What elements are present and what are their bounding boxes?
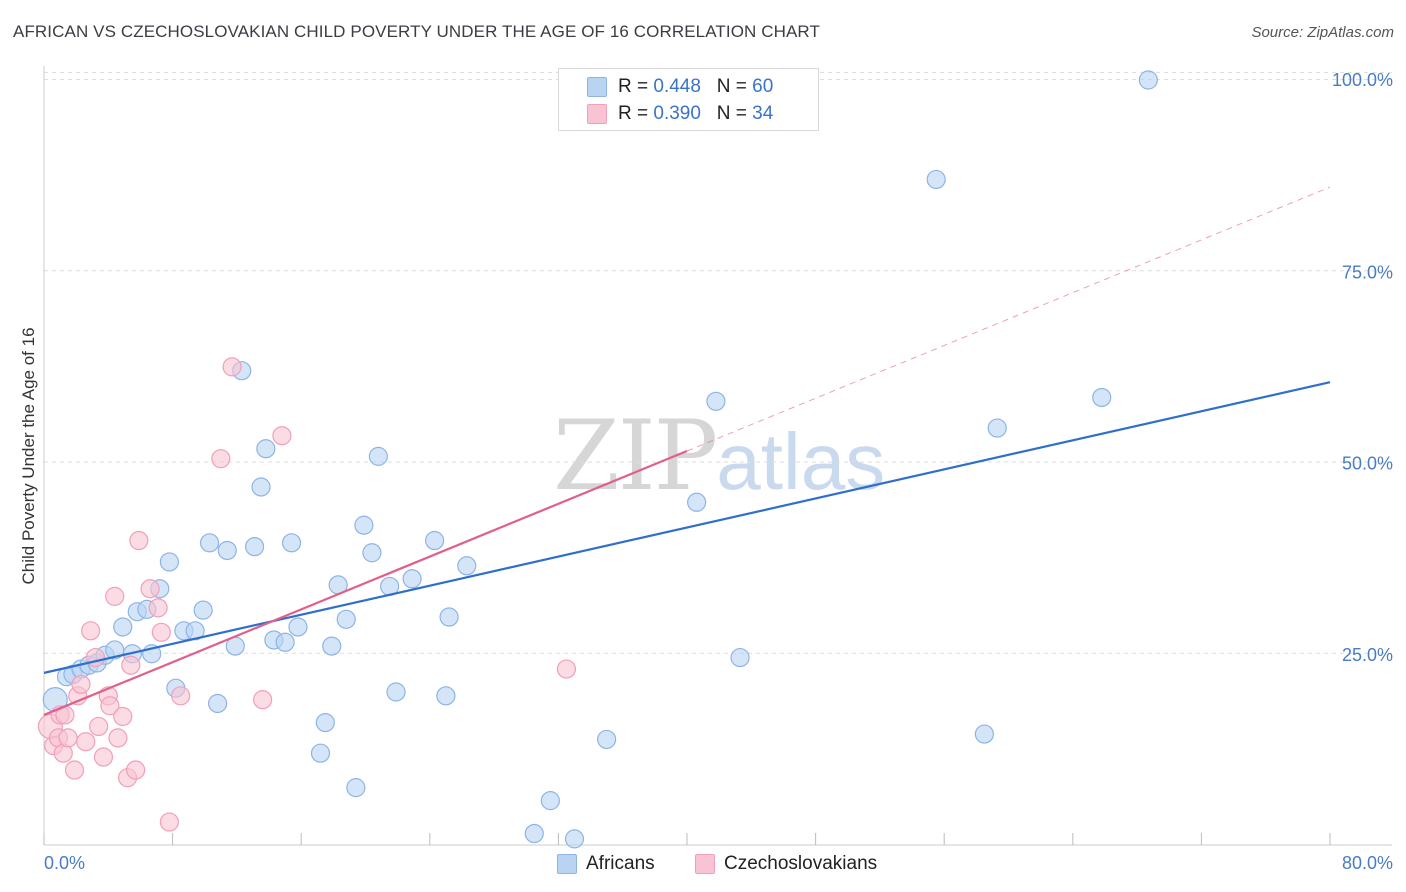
legend-r-value: 0.448 [653, 76, 701, 97]
africans-swatch [587, 77, 607, 97]
africans-point [208, 693, 228, 714]
czech-point [58, 728, 78, 748]
africans-point [524, 823, 544, 844]
africans-point [926, 169, 946, 190]
czech-point [129, 530, 149, 551]
czech-trend-line [43, 450, 688, 716]
czech-point [89, 716, 109, 737]
africans-point [386, 682, 406, 702]
y-tick-label: 75.0% [1342, 262, 1393, 282]
bottom-legend-africans-label: Africans [586, 853, 655, 874]
africans-point [336, 609, 356, 629]
czech-point [272, 426, 292, 446]
africans-point [1138, 70, 1158, 90]
africans-point [730, 647, 750, 668]
africans-point [687, 492, 707, 512]
legend-africans-text: R = 0.448 N = 60 [618, 76, 773, 98]
legend-n-value: 60 [752, 76, 774, 97]
legend-n-label: N = [716, 76, 753, 97]
africans-trend-line [43, 381, 1331, 674]
czech-point [151, 622, 171, 642]
africans-point [987, 418, 1007, 438]
legend-r-value: 0.390 [653, 103, 701, 124]
legend-n-value: 34 [752, 103, 774, 124]
y-tick-label: 50.0% [1342, 454, 1393, 474]
czech-point [100, 696, 120, 716]
legend-n-label: N = [716, 103, 753, 124]
africans-point [1092, 387, 1112, 408]
africans-point [256, 439, 276, 459]
czech-swatch [587, 104, 607, 124]
legend-r-label: R = [618, 76, 654, 97]
africans-point [402, 569, 422, 589]
czech-point [76, 732, 96, 752]
source-note: Source: ZipAtlas.com [1251, 24, 1394, 41]
czech-point [71, 674, 91, 694]
czech-point [211, 449, 231, 469]
czech-point [148, 598, 168, 618]
czech-point [64, 760, 85, 780]
africans-point [425, 530, 445, 551]
czech-point [113, 706, 133, 727]
africans-point [974, 724, 994, 744]
czech-point [85, 647, 106, 668]
y-axis-title: Child Poverty Under the Age of 16 [19, 327, 38, 584]
x-tick-label-max: 80.0% [1342, 853, 1393, 873]
africans-swatch [557, 854, 577, 874]
africans-point [597, 729, 617, 750]
africans-point [244, 537, 265, 557]
czech-point [108, 728, 128, 748]
watermark-zip: ZIP [553, 400, 718, 512]
africans-point [217, 540, 237, 561]
africans-point [315, 712, 335, 733]
stats-legend: R = 0.448 N = 60 R = 0.390 N = 34 [558, 68, 819, 131]
czech-swatch [695, 854, 715, 874]
africans-point [540, 791, 560, 811]
czech-point [159, 812, 179, 832]
chart-title: AFRICAN VS CZECHOSLOVAKIAN CHILD POVERTY… [13, 22, 820, 41]
czech-point [556, 659, 577, 679]
czech-point [253, 690, 273, 710]
legend-czech-text: R = 0.390 N = 34 [618, 103, 773, 125]
africans-point [193, 600, 213, 620]
africans-point [322, 636, 342, 656]
africans-point [706, 391, 726, 411]
czech-point [126, 760, 146, 780]
bottom-legend-czech-label: Czechoslovakians [724, 853, 878, 874]
czech-point [105, 586, 125, 606]
africans-point [113, 617, 133, 637]
africans-point [346, 778, 366, 798]
czech-point [93, 747, 114, 767]
watermark: ZIPatlas [553, 400, 885, 512]
czech-trend-line-extension [686, 186, 1331, 452]
africans-point [310, 743, 331, 763]
czech-point [171, 686, 191, 706]
africans-point [159, 552, 179, 572]
y-tick-label: 100.0% [1332, 70, 1393, 90]
africans-point [368, 446, 388, 466]
czech-point [121, 655, 141, 675]
africans-point [281, 533, 302, 553]
y-tick-label: 25.0% [1342, 645, 1393, 665]
czech-point [81, 621, 101, 641]
czech-point [222, 357, 242, 377]
legend-r-label: R = [618, 103, 654, 124]
africans-point [288, 617, 308, 637]
africans-point [199, 533, 220, 553]
africans-point [354, 515, 374, 535]
africans-point [362, 543, 382, 563]
africans-point [251, 477, 271, 497]
x-tick-label-min: 0.0% [44, 853, 85, 873]
africans-point [457, 556, 477, 576]
africans-point [564, 829, 585, 849]
czech-point [140, 579, 160, 599]
africans-point [436, 686, 456, 706]
watermark-atlas: atlas [716, 417, 886, 506]
africans-point [275, 632, 295, 652]
africans-point [439, 607, 459, 627]
